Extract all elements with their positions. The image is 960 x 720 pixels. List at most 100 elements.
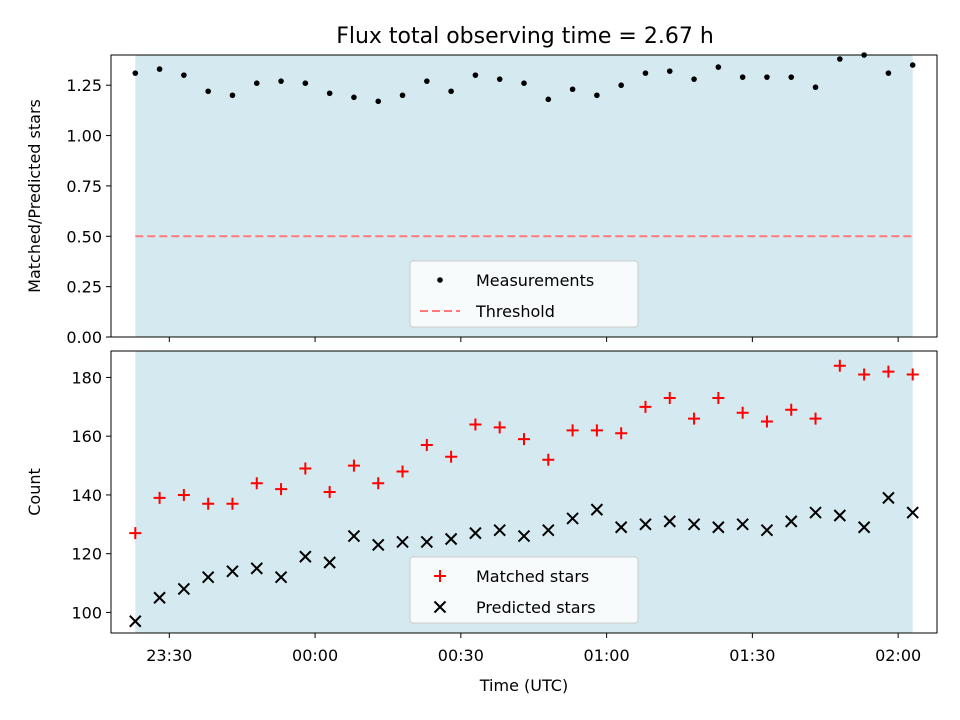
predicted-star-point xyxy=(566,512,579,525)
matched-star-point xyxy=(129,527,142,540)
measurement-point xyxy=(253,80,260,86)
predicted-star-point xyxy=(882,491,895,505)
matched-star-point xyxy=(542,453,555,466)
measurement-point xyxy=(569,86,576,93)
matched-star-point xyxy=(372,477,385,490)
top-axes: 0.00 0.25 0.50 0.75 1.00 1.25 Matched/Predicte… xyxy=(25,52,938,347)
x-axis-label: Time (UTC) xyxy=(479,676,568,695)
predicted-star-point xyxy=(323,556,336,569)
measurement-point xyxy=(156,66,163,72)
legend-box xyxy=(409,556,639,624)
measurement-point xyxy=(642,70,649,76)
y-axis-label: Matched/Predicted stars xyxy=(25,99,44,293)
matched-star-point xyxy=(469,418,482,431)
measurement-point xyxy=(545,96,552,103)
measurement-point xyxy=(618,82,624,89)
measurement-point xyxy=(229,92,236,99)
matched-star-point xyxy=(590,424,603,437)
measurement-point xyxy=(181,72,187,78)
matched-star-point xyxy=(518,433,530,446)
x-tick-label: 01:30 xyxy=(729,646,775,665)
legend-box xyxy=(409,260,639,328)
measurement-point xyxy=(764,74,770,80)
measurement-point xyxy=(739,74,746,80)
x-tick-label: 00:00 xyxy=(292,646,338,665)
matched-star-point xyxy=(639,400,652,413)
predicted-star-point xyxy=(736,518,749,531)
predicted-star-point xyxy=(906,506,919,519)
measurement-point xyxy=(691,76,697,82)
measurement-point xyxy=(594,92,600,99)
predicted-star-point xyxy=(614,521,628,534)
measurement-point xyxy=(302,80,309,86)
matched-star-point xyxy=(323,486,336,498)
measurement-point xyxy=(909,62,916,68)
matched-star-point xyxy=(566,424,579,437)
x-tick-label: 02:00 xyxy=(875,646,921,665)
measurement-point xyxy=(132,70,139,76)
x-tick-label: 00:30 xyxy=(438,646,484,665)
legend-marker-measurements xyxy=(437,277,443,283)
predicted-star-point xyxy=(469,526,482,540)
measurement-point xyxy=(375,98,382,105)
legend-label: Measurements xyxy=(476,271,594,290)
y-tick-label: 180 xyxy=(71,368,102,387)
bottom-axes: 100 120 140 160 180 Count 23:30 00:00 00:30 01:00… xyxy=(25,350,938,695)
matched-star-point xyxy=(420,439,433,451)
matched-star-point xyxy=(226,497,239,510)
matched-star-point xyxy=(177,488,190,501)
matched-star-point xyxy=(250,477,263,490)
predicted-star-point xyxy=(712,521,725,534)
measurement-point xyxy=(788,74,795,80)
y-tick-label: 0.00 xyxy=(66,328,102,347)
matched-star-point xyxy=(858,368,871,381)
predicted-star-point xyxy=(299,550,312,563)
matched-star-point xyxy=(760,415,773,428)
legend-label: Matched stars xyxy=(476,567,589,586)
matched-star-point xyxy=(275,483,288,496)
predicted-star-point xyxy=(444,532,458,546)
predicted-star-point xyxy=(760,523,774,537)
predicted-star-point xyxy=(590,503,604,516)
predicted-star-point xyxy=(250,562,263,575)
y-axis-label: Count xyxy=(25,468,44,516)
predicted-star-point xyxy=(201,570,215,584)
predicted-star-point xyxy=(493,523,506,537)
measurement-point xyxy=(424,78,430,84)
matched-star-point xyxy=(493,421,506,434)
measurement-point xyxy=(205,88,211,95)
predicted-star-point xyxy=(809,506,822,519)
matched-star-point xyxy=(906,368,919,381)
predicted-star-point xyxy=(226,565,239,578)
matched-star-point xyxy=(347,459,360,472)
measurement-point xyxy=(399,92,406,99)
matched-star-point xyxy=(202,497,215,510)
predicted-star-point xyxy=(274,570,288,584)
predicted-star-point xyxy=(785,515,798,528)
matched-star-point xyxy=(882,365,895,378)
measurement-point xyxy=(278,78,284,84)
y-tick-label: 0.25 xyxy=(66,278,102,297)
matched-star-point xyxy=(153,491,166,504)
predicted-star-point xyxy=(396,535,409,549)
measurement-point xyxy=(448,88,454,95)
predicted-star-point xyxy=(639,518,652,531)
measurement-point xyxy=(326,90,333,97)
matched-star-point xyxy=(445,450,458,463)
matched-star-point xyxy=(688,412,701,425)
legend-label: Threshold xyxy=(475,302,555,321)
measurement-point xyxy=(715,64,722,70)
predicted-star-point xyxy=(153,591,166,604)
matched-star-point xyxy=(809,412,822,425)
predicted-star-point xyxy=(857,521,871,534)
predicted-star-point xyxy=(129,615,142,628)
matched-star-point xyxy=(833,359,846,372)
predicted-star-point xyxy=(663,515,676,528)
matched-star-point xyxy=(615,427,628,440)
matched-star-point xyxy=(663,392,676,404)
matched-star-point xyxy=(736,406,749,419)
y-tick-label: 120 xyxy=(71,545,102,564)
matched-star-point xyxy=(785,403,798,416)
y-tick-label: 160 xyxy=(71,427,102,446)
measurement-point xyxy=(666,68,673,74)
